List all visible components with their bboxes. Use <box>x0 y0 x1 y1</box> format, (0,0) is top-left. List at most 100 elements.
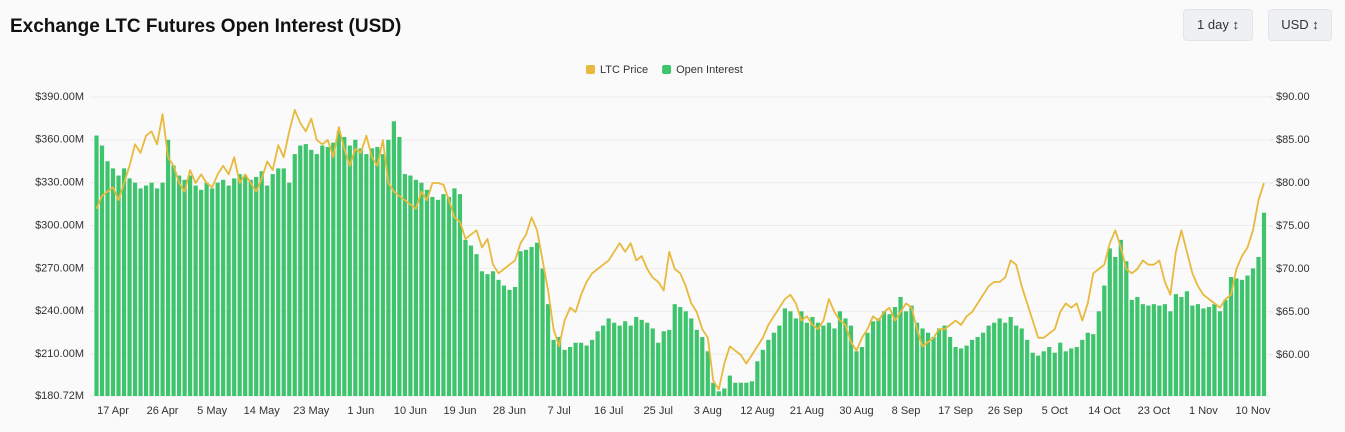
bar <box>947 337 953 396</box>
bar <box>749 381 754 396</box>
x-tick-label: 12 Aug <box>740 405 774 417</box>
x-tick-label: 25 Jul <box>644 405 673 417</box>
bar <box>143 185 149 396</box>
bar <box>320 145 325 396</box>
bar <box>1228 276 1234 396</box>
bar <box>435 199 441 396</box>
bar <box>149 182 154 396</box>
bar <box>298 145 303 396</box>
bar <box>303 144 308 396</box>
y2-tick-label: $80.00 <box>1276 177 1310 189</box>
x-tick-label: 3 Aug <box>694 405 722 417</box>
bar <box>496 279 501 396</box>
bar <box>981 332 986 396</box>
bar <box>1173 294 1178 396</box>
bar <box>782 308 787 396</box>
bar <box>760 349 765 396</box>
bar <box>232 178 237 396</box>
bar <box>953 347 958 396</box>
y-tick-label: $210.00M <box>35 348 84 360</box>
bar <box>634 317 639 396</box>
bar <box>573 342 578 396</box>
legend-swatch <box>662 65 672 74</box>
bar <box>188 175 193 396</box>
bar <box>562 349 567 396</box>
bar <box>733 382 738 396</box>
y2-tick-label: $75.00 <box>1276 220 1310 232</box>
bar <box>832 328 837 396</box>
bar <box>132 182 138 396</box>
bar <box>468 245 474 396</box>
bar <box>556 337 562 396</box>
bar <box>970 339 975 396</box>
chart-title: Exchange LTC Futures Open Interest (USD) <box>10 16 401 37</box>
bar <box>165 139 171 396</box>
bar <box>689 318 694 396</box>
interval-select[interactable]: 1 day ↕ <box>1183 9 1253 41</box>
bar <box>408 175 413 396</box>
x-tick-label: 17 Sep <box>938 405 973 417</box>
bar <box>799 311 804 396</box>
bar <box>1124 261 1129 396</box>
legend-label: Open Interest <box>676 64 743 76</box>
bar <box>909 305 914 396</box>
bar <box>501 285 507 396</box>
x-tick-label: 30 Aug <box>839 405 873 417</box>
bar <box>821 325 826 396</box>
bar <box>612 322 617 396</box>
bar <box>397 136 402 396</box>
x-tick-label: 23 Oct <box>1138 405 1170 417</box>
legend-item: LTC Price <box>586 64 648 76</box>
bar <box>1003 322 1008 396</box>
bar <box>870 321 876 396</box>
x-tick-label: 21 Aug <box>790 405 824 417</box>
bar <box>881 311 887 396</box>
bar <box>722 388 727 396</box>
x-tick-label: 19 Jun <box>443 405 476 417</box>
bar <box>1019 328 1024 396</box>
bar <box>1184 291 1190 396</box>
bar <box>606 318 611 396</box>
bar <box>766 339 771 396</box>
currency-select[interactable]: USD ↕ <box>1268 9 1332 41</box>
bar <box>645 322 650 396</box>
bar <box>94 135 99 396</box>
bar <box>116 175 121 396</box>
bar <box>105 161 110 396</box>
bar <box>1025 339 1030 396</box>
bar <box>336 131 341 396</box>
bar <box>210 188 215 396</box>
bar <box>975 337 980 396</box>
bar <box>457 194 463 396</box>
bar <box>1069 348 1074 396</box>
bar <box>678 307 683 396</box>
bar <box>446 196 452 396</box>
bar <box>865 332 870 396</box>
bar <box>925 332 931 396</box>
y2-tick-label: $85.00 <box>1276 134 1310 146</box>
bar <box>512 286 518 396</box>
bar <box>154 188 160 396</box>
bar <box>1041 351 1046 396</box>
bar <box>254 176 259 396</box>
bar <box>413 179 419 396</box>
bar <box>1201 308 1206 396</box>
bar <box>259 171 264 396</box>
y-tick-label: $240.00M <box>35 305 84 317</box>
bar <box>1245 275 1250 396</box>
bar <box>1256 256 1261 396</box>
x-tick-label: 10 Nov <box>1236 405 1271 417</box>
bar <box>1030 352 1035 396</box>
bar <box>848 325 854 396</box>
bar <box>661 331 666 396</box>
bar <box>474 254 479 396</box>
bar <box>1107 248 1112 396</box>
x-tick-label: 5 May <box>197 405 227 417</box>
bar <box>386 139 391 396</box>
bar <box>479 271 485 396</box>
bar <box>369 148 374 396</box>
bar <box>110 168 116 396</box>
bar <box>121 168 127 396</box>
bar <box>1113 256 1118 396</box>
